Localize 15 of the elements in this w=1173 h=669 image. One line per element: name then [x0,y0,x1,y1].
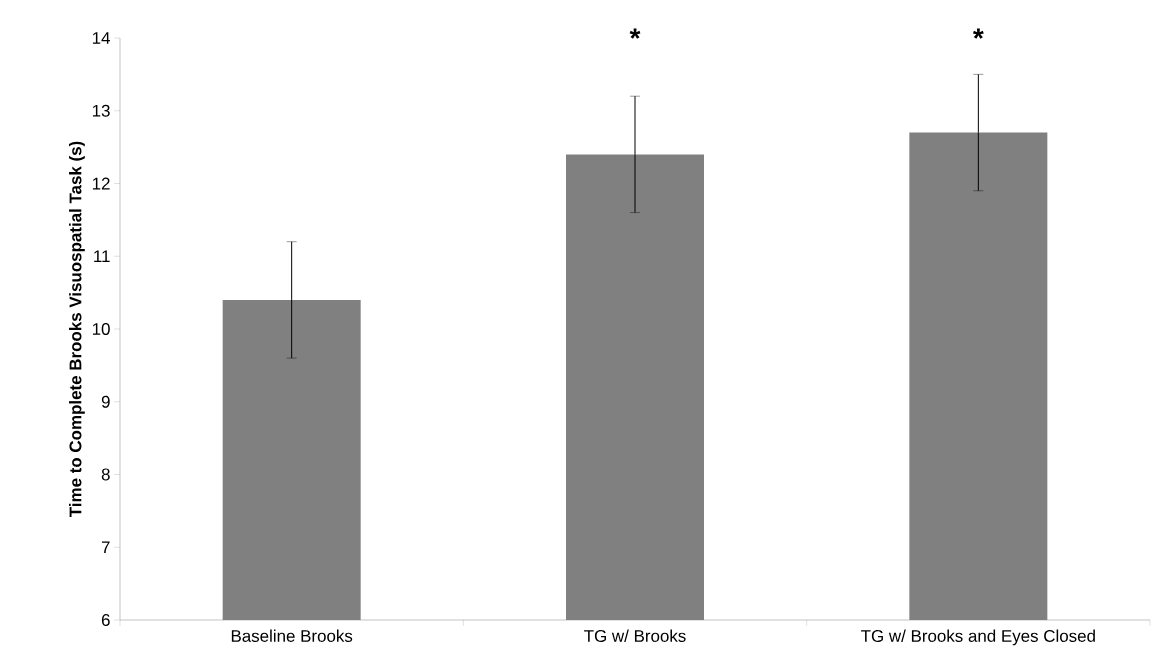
y-tick-label: 11 [94,250,110,263]
y-tick-label: 10 [92,323,110,335]
y-tick-label: 7 [101,541,110,554]
annotation: * [629,28,641,39]
y-tick-label: 8 [101,468,110,481]
y-tick-label: 14 [92,32,110,44]
y-axis-title: Time to Complete Brooks Visuospatial Task (s) [69,141,85,518]
annotation: * [972,28,984,39]
x-tick-label: Baseline Brooks [231,629,353,642]
y-tick-label: 12 [92,177,110,190]
y-tick-label: 6 [101,614,110,626]
y-tick-label: 13 [92,104,110,117]
x-tick-label: TG w/ Brooks [584,629,686,642]
y-tick-label: 9 [101,395,110,408]
x-tick-label: TG w/ Brooks and Eyes Closed [861,629,1095,646]
